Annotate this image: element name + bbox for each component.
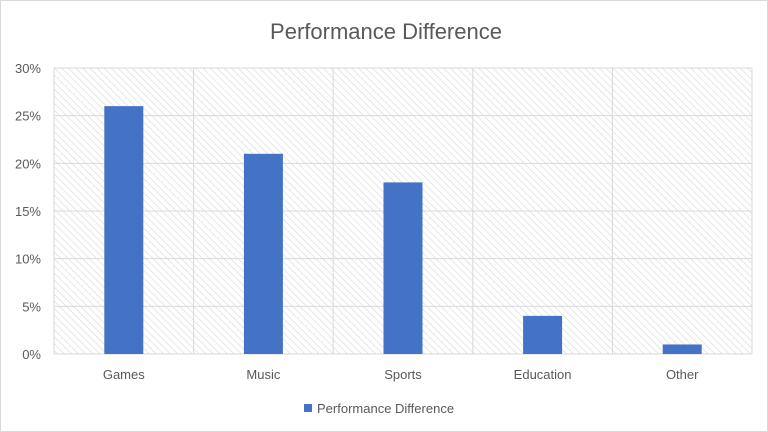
- legend: Performance Difference: [304, 401, 454, 416]
- x-tick-label: Other: [666, 367, 699, 382]
- x-tick-label: Music: [246, 367, 280, 382]
- y-tick-label: 20%: [15, 156, 41, 171]
- bar-music: [243, 153, 283, 354]
- y-tick-label: 0%: [22, 347, 41, 362]
- x-tick-label: Sports: [384, 367, 422, 382]
- legend-label: Performance Difference: [317, 401, 454, 416]
- x-tick-label: Education: [514, 367, 572, 382]
- x-tick-label: Games: [103, 367, 145, 382]
- bar-games: [104, 106, 144, 354]
- bar-other: [662, 344, 702, 354]
- y-tick-label: 25%: [15, 109, 41, 124]
- y-tick-label: 5%: [22, 299, 41, 314]
- bar-sports: [383, 182, 423, 354]
- y-tick-label: 10%: [15, 252, 41, 267]
- legend-swatch: [304, 404, 312, 412]
- y-tick-label: 15%: [15, 204, 41, 219]
- y-tick-label: 30%: [15, 61, 41, 76]
- chart-title: Performance Difference: [270, 19, 502, 44]
- bar-education: [523, 315, 563, 354]
